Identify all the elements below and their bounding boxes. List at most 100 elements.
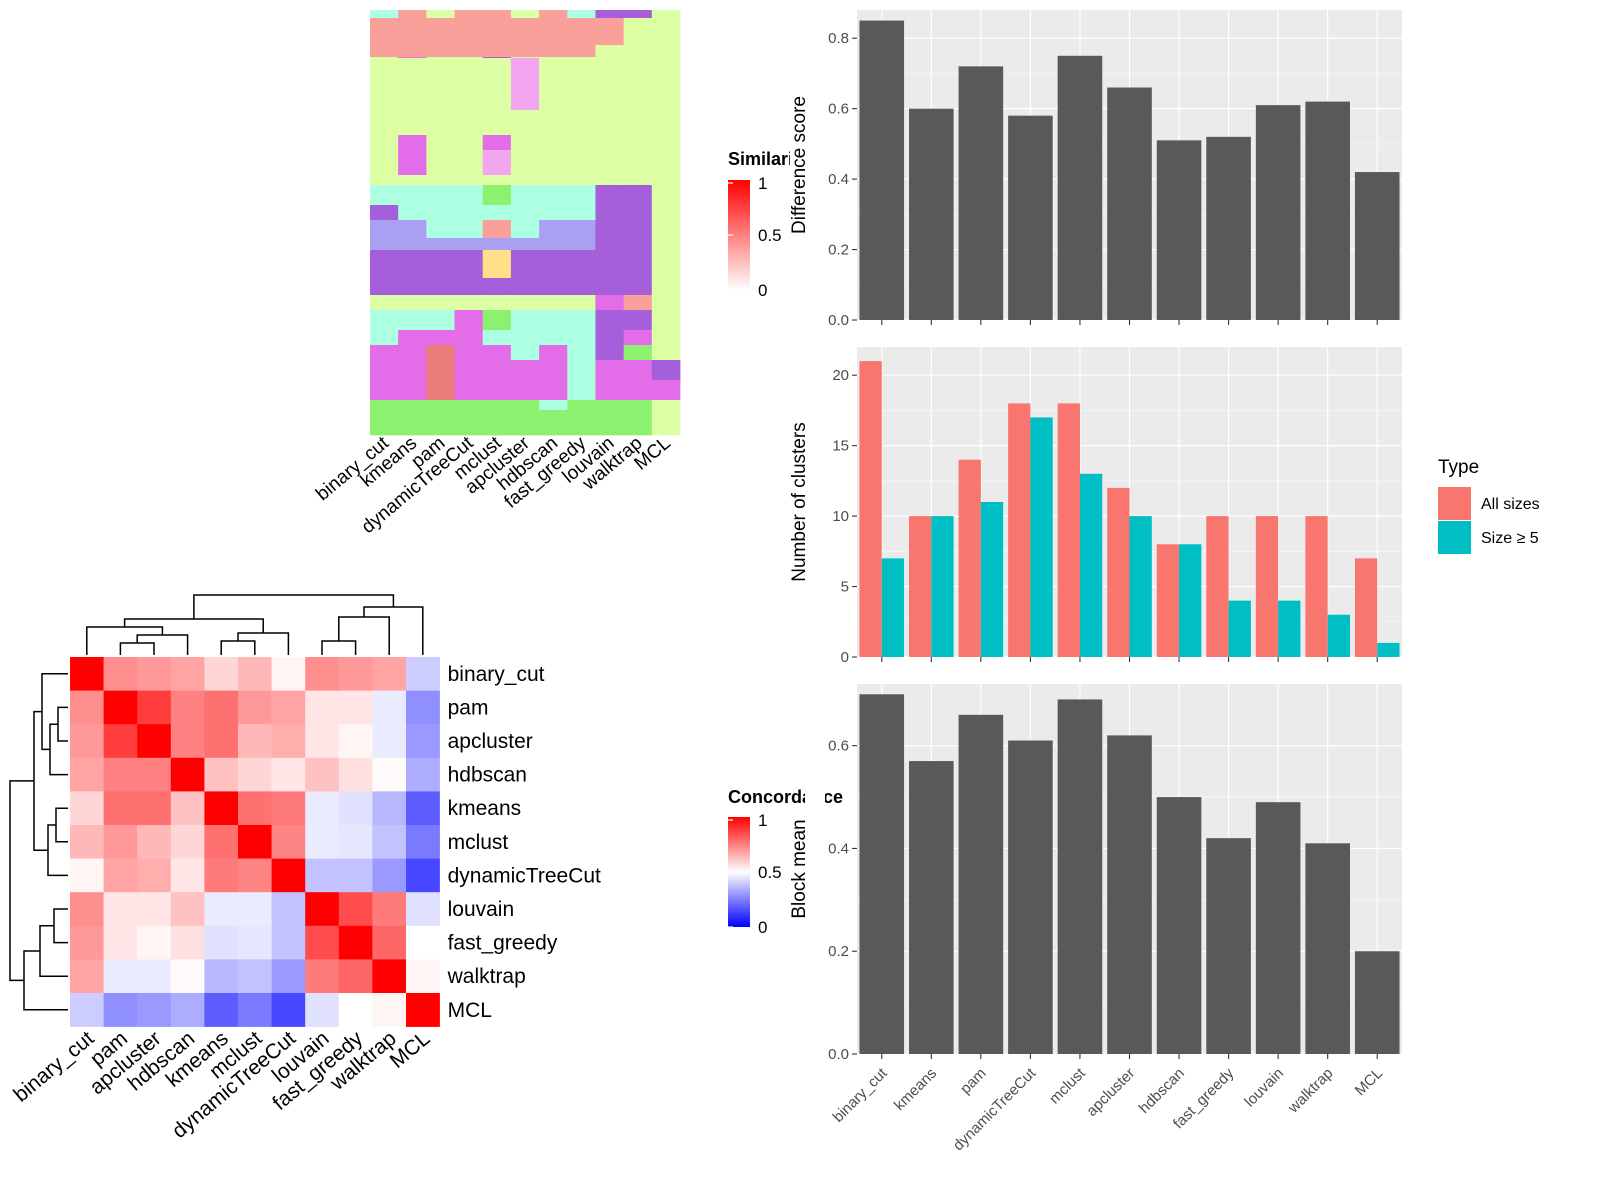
label-cell	[651, 345, 681, 361]
label-cell	[426, 295, 455, 311]
label-cell	[426, 110, 455, 136]
concordance-row-label: mclust	[448, 831, 509, 854]
label-cell	[454, 175, 484, 186]
label-cell	[426, 175, 455, 186]
concordance-cell	[406, 657, 440, 691]
dendrogram-branch	[119, 642, 155, 655]
concordance-cell	[238, 892, 272, 927]
concordance-cell	[338, 925, 373, 960]
label-cell	[454, 400, 484, 411]
y-tick-label: 0.2	[828, 943, 849, 960]
label-cell	[651, 400, 681, 411]
bar	[1107, 735, 1152, 1054]
label-cell	[370, 150, 399, 176]
similarity-legend: Similarity 1 0.5 0	[728, 140, 810, 300]
label-cell	[426, 250, 455, 279]
label-cell	[482, 360, 512, 381]
concordance-cell	[204, 724, 239, 759]
cluster-label-matrix: binary_cutkmeanspamdynamicTreeCutmclusta…	[312, 10, 681, 538]
concordance-cell	[372, 757, 407, 792]
concordance-cell	[271, 993, 306, 1027]
concordance-column-label: MCL	[386, 1027, 435, 1073]
label-cell	[454, 310, 484, 331]
label-cell	[398, 58, 427, 111]
concordance-cell	[305, 825, 340, 859]
label-cell	[482, 220, 512, 239]
type-legend-title: Type	[1438, 457, 1479, 478]
concordance-cell	[238, 791, 272, 826]
y-tick-label: 0.0	[828, 312, 849, 329]
label-cell	[454, 410, 484, 436]
y-axis-label: Block mean	[789, 819, 810, 918]
label-cell	[651, 360, 681, 381]
legend-clip	[805, 780, 825, 820]
concordance-cell	[305, 925, 340, 960]
concordance-cell	[271, 825, 306, 859]
type-legend-swatch	[1438, 487, 1471, 520]
label-cell	[482, 295, 512, 311]
label-cell	[510, 150, 540, 176]
y-tick-label: 15	[832, 438, 849, 455]
label-cell	[595, 185, 625, 206]
label-cell	[595, 205, 625, 221]
similarity-heatmap	[10, 10, 360, 360]
concordance-cell	[406, 892, 440, 927]
concordance-cell	[204, 993, 239, 1027]
type-legend-label: Size ≥ 5	[1481, 530, 1539, 547]
label-cell	[482, 10, 512, 19]
concordance-row-label: hdbscan	[448, 764, 527, 787]
label-cell	[651, 310, 681, 331]
concordance-cell	[238, 757, 272, 792]
label-cell	[454, 345, 484, 361]
concordance-cell	[305, 892, 340, 927]
label-cell	[370, 250, 399, 279]
bar	[909, 108, 954, 321]
concordance-cell	[271, 858, 306, 893]
concordance-cell	[372, 825, 407, 859]
label-cell	[539, 10, 568, 19]
label-cell	[651, 278, 681, 296]
label-cell	[398, 185, 427, 206]
bar-size-ge-5	[1278, 600, 1301, 657]
concordance-cell	[271, 657, 306, 691]
concordance-cell	[338, 858, 373, 893]
number-of-clusters-chart: 0 5 10 15 20 Number of clusters	[789, 347, 1402, 666]
label-cell	[370, 345, 399, 361]
concordance-cell	[204, 925, 239, 960]
concordance-cell	[103, 791, 138, 826]
label-cell	[539, 58, 568, 111]
dendrogram-branch	[136, 634, 189, 655]
concordance-cell	[372, 959, 407, 994]
label-cell	[651, 150, 681, 176]
concordance-cell	[137, 657, 172, 691]
label-cell	[370, 10, 399, 19]
label-cell	[651, 18, 681, 33]
label-cell	[370, 380, 399, 401]
label-cell	[510, 110, 540, 136]
label-cell	[398, 310, 427, 331]
label-cell	[370, 330, 399, 346]
dendrogram-branch	[23, 950, 68, 1011]
concordance-cell	[70, 858, 104, 893]
concordance-cell	[103, 959, 138, 994]
label-cell	[482, 278, 512, 296]
label-cell	[651, 380, 681, 401]
label-cell	[539, 175, 568, 186]
label-cell	[398, 220, 427, 239]
concordance-cell	[70, 791, 104, 826]
label-cell	[426, 10, 455, 19]
label-cell	[426, 400, 455, 411]
concordance-cell	[103, 657, 138, 691]
label-cell	[651, 205, 681, 221]
label-cell	[651, 410, 681, 436]
label-cell	[595, 400, 625, 411]
similarity-legend-bar	[728, 180, 750, 290]
label-cell	[426, 360, 455, 381]
concordance-cell	[204, 825, 239, 859]
label-cell	[482, 380, 512, 401]
x-tick-label: kmeans	[891, 1065, 940, 1114]
concordance-cell	[103, 925, 138, 960]
label-cell	[623, 58, 653, 111]
label-cell	[567, 175, 596, 186]
